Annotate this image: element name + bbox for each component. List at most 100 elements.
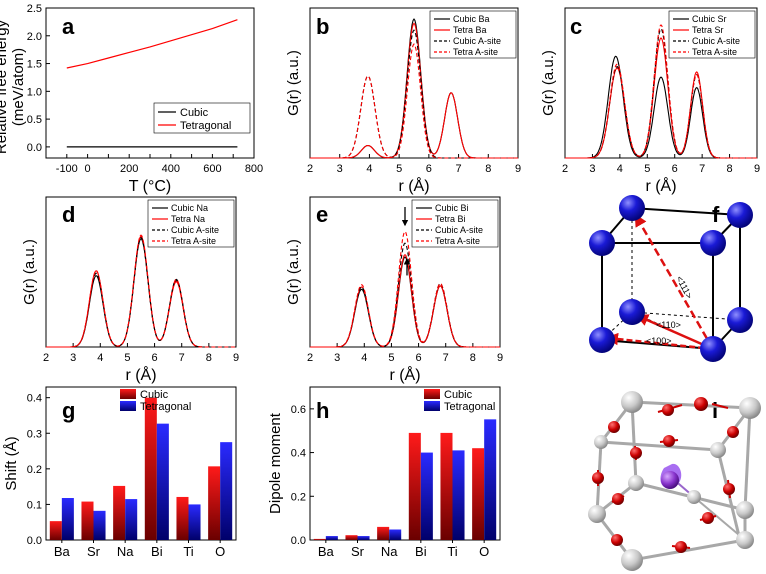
corner-atom <box>710 442 726 458</box>
bar <box>220 442 233 540</box>
atom <box>700 336 726 362</box>
label-100: <100> <box>646 336 672 346</box>
corner-atom <box>736 531 754 549</box>
x-tick-label: 5 <box>124 352 130 364</box>
y-axis-label-line: (meV/atom) <box>10 48 27 126</box>
y-axis-label: G(r) (a.u.) <box>21 239 38 305</box>
legend-swatch <box>424 389 440 399</box>
y-tick-label: 1.0 <box>27 86 42 98</box>
y-tick-label: 0.0 <box>27 535 42 547</box>
x-tick-label: 4 <box>617 163 623 175</box>
corner-atoms <box>588 391 761 571</box>
atom <box>619 195 645 221</box>
bar <box>188 504 201 540</box>
legend-label: Tetra Ba <box>453 25 487 35</box>
legend-label: Tetra A-site <box>435 236 480 246</box>
plot-frame <box>309 386 501 541</box>
x-tick-label: 3 <box>337 163 343 175</box>
y-axis-label: G(r) (a.u.) <box>285 50 302 116</box>
series-line <box>66 19 238 69</box>
bar <box>113 485 126 540</box>
oxygen-atoms <box>592 397 739 553</box>
series-line <box>46 235 236 348</box>
x-tick-label: Ti <box>447 544 457 559</box>
legend-label: Cubic <box>444 389 473 401</box>
x-tick-label: 7 <box>456 163 462 175</box>
oxygen-atom <box>675 541 687 553</box>
y-tick-label: 0.1 <box>27 499 42 511</box>
x-tick-label: 6 <box>152 352 158 364</box>
x-tick-label: 5 <box>396 163 402 175</box>
oxygen-atom <box>663 435 675 447</box>
x-axis-label: r (Å) <box>125 365 156 384</box>
x-tick-label: Sr <box>351 544 365 559</box>
legend-label: Cubic Na <box>171 203 208 213</box>
x-tick-label: -100 <box>56 163 78 175</box>
corner-atom <box>621 549 643 571</box>
y-tick-label: 0.0 <box>27 142 42 154</box>
x-axis-label: r (Å) <box>389 365 420 384</box>
bar <box>61 498 74 540</box>
bar <box>93 510 106 540</box>
atom <box>619 299 645 325</box>
x-tick-label: 600 <box>203 163 221 175</box>
panel-label-h: h <box>316 398 329 423</box>
diagram-cubic-cell: <111> <110> <100> <box>589 195 753 362</box>
bar <box>125 499 138 540</box>
panel-label-i: i <box>712 398 718 423</box>
legend-label: Cubic A-site <box>453 36 501 46</box>
x-tick-label: 2 <box>307 163 313 175</box>
x-tick-label: Bi <box>151 544 163 559</box>
bar <box>484 419 497 540</box>
oxygen-atom <box>630 447 642 459</box>
bar <box>408 432 421 540</box>
legend-label: Cubic Sr <box>692 14 727 24</box>
x-tick-label: 6 <box>672 163 678 175</box>
y-axis-label: G(r) (a.u.) <box>540 50 557 116</box>
series-line <box>565 37 757 159</box>
chart-dipole-bars: 0.0 0.2 0.4 0.6 Ba Sr Na Bi Ti O Dipole moment Cubi… <box>267 386 501 559</box>
cell-atoms <box>589 195 753 362</box>
oxygen-atom <box>611 534 623 546</box>
x-tick-label: Na <box>117 544 134 559</box>
plot-frame <box>309 196 501 348</box>
series-line <box>46 238 236 348</box>
series-line <box>310 256 500 348</box>
corner-atom <box>621 391 643 413</box>
corner-atom <box>687 490 701 504</box>
x-tick-label: 3 <box>334 352 340 364</box>
atom <box>589 230 615 256</box>
legend-swatch <box>424 401 440 411</box>
bar <box>49 521 62 540</box>
y-tick-label: 2.5 <box>27 3 42 15</box>
oxygen-atom <box>592 472 604 484</box>
x-axis-label: r (Å) <box>398 176 429 195</box>
bar <box>144 397 157 540</box>
bar <box>420 452 433 540</box>
panel-label-a: a <box>62 14 75 39</box>
x-tick-label: 6 <box>416 352 422 364</box>
legend-label: Cubic Bi <box>435 203 469 213</box>
x-tick-label: 400 <box>162 163 180 175</box>
bar <box>81 501 94 540</box>
atom <box>589 327 615 353</box>
chart-shift-bars: 0.0 0.1 0.2 0.3 0.4 Ba Sr Na Bi Ti O Shift (Å) Cubic… <box>3 386 237 559</box>
x-tick-label: 5 <box>644 163 650 175</box>
x-tick-label: 2 <box>43 352 49 364</box>
x-tick-label: 8 <box>485 163 491 175</box>
plot-frame <box>45 196 237 348</box>
oxygen-atom <box>608 421 620 433</box>
legend-swatch <box>120 389 136 399</box>
panel-label-g: g <box>62 398 75 423</box>
y-tick-label: 2.0 <box>27 31 42 43</box>
corner-atom <box>594 435 608 449</box>
atom <box>727 307 753 333</box>
x-tick-label: 8 <box>727 163 733 175</box>
plot-frame <box>45 7 255 159</box>
x-tick-label: Ba <box>54 544 71 559</box>
corner-atom <box>588 505 606 523</box>
x-tick-label: 9 <box>233 352 239 364</box>
panel-label-c: c <box>570 14 582 39</box>
